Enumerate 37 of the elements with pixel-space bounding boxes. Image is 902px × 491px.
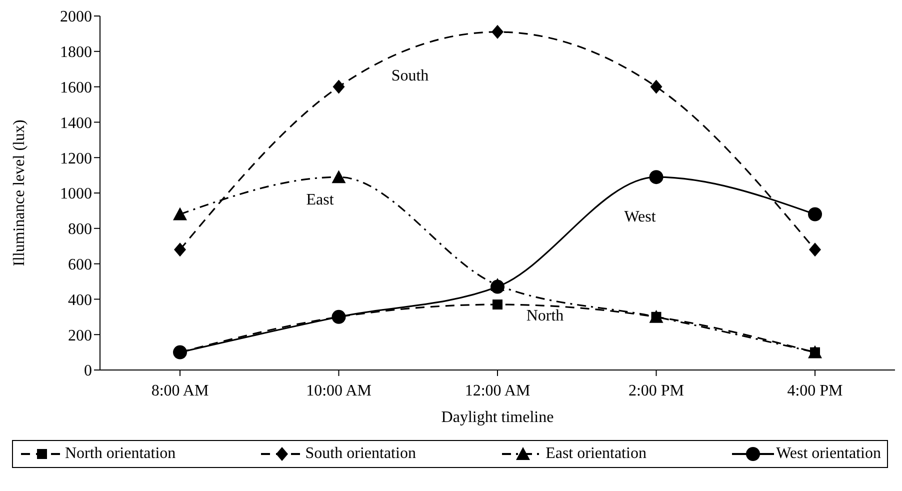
y-tick-label: 2000 — [60, 8, 92, 26]
point — [650, 80, 662, 94]
point — [332, 80, 345, 94]
x-tick-label: 8:00 AM — [151, 382, 209, 400]
legend-label: North orientation — [65, 445, 176, 463]
point — [332, 170, 346, 184]
point — [492, 24, 504, 39]
y-tick-label: 800 — [68, 221, 92, 238]
y-tick-label: 1400 — [60, 114, 92, 132]
point — [809, 242, 821, 257]
y-tick-label: 1800 — [60, 44, 92, 62]
annotation: North — [526, 308, 564, 324]
legend-label: South orientation — [305, 445, 416, 463]
y-tick-label: 1200 — [60, 150, 92, 168]
point — [808, 207, 822, 222]
x-tick-label: 4:00 PM — [787, 382, 843, 400]
point — [490, 280, 504, 294]
annotation: West — [624, 208, 656, 226]
y-tick-label: 400 — [68, 292, 92, 309]
y-tick-label: 200 — [68, 327, 92, 344]
legend-label: East orientation — [546, 445, 646, 463]
annotation: East — [306, 192, 334, 208]
point — [492, 300, 502, 310]
x-tick-label: 2:00 PM — [628, 382, 684, 400]
x-axis-title: Daylight timeline — [441, 409, 554, 426]
point — [173, 207, 187, 220]
y-tick-label: 600 — [68, 256, 92, 274]
point — [174, 242, 186, 257]
annotation: South — [391, 68, 429, 84]
y-tick-label: 0 — [84, 362, 92, 380]
x-tick-label: 10:00 AM — [306, 382, 372, 400]
y-axis-title: Illuminance level (lux) — [11, 120, 28, 266]
y-tick-label: 1000 — [60, 186, 92, 203]
x-tick-label: 12:00 AM — [464, 382, 530, 400]
legend-label: West orientation — [776, 445, 881, 463]
y-tick-label: 1600 — [60, 79, 92, 96]
point — [649, 170, 664, 184]
